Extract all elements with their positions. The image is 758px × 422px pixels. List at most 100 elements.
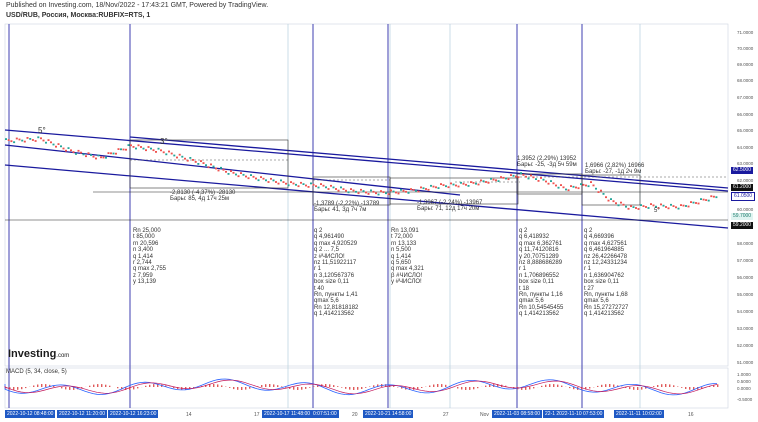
macd-tick-4: -0.5000: [737, 397, 753, 402]
macd-histogram-bar: [313, 386, 315, 387]
renko-brick: [215, 167, 217, 170]
renko-brick: [440, 183, 442, 185]
macd-histogram-bar: [189, 387, 191, 390]
renko-brick: [115, 152, 117, 155]
macd-histogram-bar: [701, 387, 703, 389]
renko-brick: [5, 138, 7, 140]
renko-brick: [705, 199, 708, 201]
macd-histogram-bar: [69, 387, 71, 390]
renko-brick: [345, 189, 347, 192]
renko-brick: [18, 138, 21, 141]
renko-brick: [487, 181, 490, 184]
renko-brick: [100, 156, 102, 159]
macd-histogram-bar: [301, 387, 303, 390]
time-marker-8: 22-1 2022-11-10 07:53:00: [543, 410, 605, 418]
macd-histogram-bar: [177, 387, 179, 390]
renko-brick: [40, 137, 42, 140]
renko-brick: [355, 190, 357, 193]
stats-block-2: q 2 q 4,961490 q max 4,920529 q 2 ... 7,…: [314, 228, 359, 318]
time-tick-16: 16: [688, 412, 694, 418]
renko-brick: [715, 196, 718, 199]
renko-brick: [330, 184, 332, 187]
renko-brick: [212, 165, 215, 168]
macd-histogram-bar: [693, 387, 695, 390]
renko-brick: [245, 175, 247, 178]
renko-brick: [662, 204, 665, 207]
renko-brick: [710, 195, 713, 198]
price-tick: 52.0000: [737, 343, 754, 348]
renko-brick: [107, 152, 110, 154]
macd-line: [4, 378, 718, 396]
macd-histogram-bar: [133, 387, 135, 390]
renko-brick: [67, 147, 70, 149]
price-label-62-5: 62.5000: [731, 167, 754, 174]
renko-brick: [385, 192, 387, 195]
renko-brick: [77, 149, 80, 152]
renko-brick: [225, 170, 227, 173]
macd-histogram-bar: [441, 384, 443, 387]
macd-histogram-bar: [49, 384, 51, 387]
macd-histogram-bar: [53, 385, 55, 387]
renko-brick: [650, 203, 652, 205]
published-line: Published on Investing.com, 18/Nov/2022 …: [6, 2, 269, 9]
renko-brick: [537, 180, 540, 182]
price-tick: 55.0000: [737, 292, 754, 297]
macd-histogram-bar: [253, 387, 255, 388]
price-tick: 56.0000: [737, 275, 754, 280]
renko-brick: [397, 192, 400, 195]
macd-histogram-bar: [333, 385, 335, 387]
renko-brick: [257, 179, 260, 182]
time-tick-17: 17: [254, 412, 260, 418]
renko-brick: [490, 177, 492, 180]
renko-brick: [677, 207, 680, 210]
renko-brick: [21, 139, 24, 142]
renko-brick: [112, 152, 115, 155]
macd-histogram-bar: [137, 387, 139, 389]
renko-brick: [282, 181, 285, 183]
time-marker-4: 2022-10-17 11:48:00: [262, 410, 313, 418]
renko-brick: [475, 182, 477, 185]
renko-brick: [147, 146, 150, 148]
renko-brick: [527, 177, 530, 180]
renko-brick: [110, 152, 112, 155]
macd-histogram-bar: [613, 384, 615, 387]
renko-brick: [295, 183, 297, 186]
renko-brick: [380, 190, 382, 192]
macd-histogram-bar: [25, 387, 27, 389]
renko-brick: [387, 193, 390, 196]
renko-brick: [492, 178, 495, 181]
macd-histogram-bar: [677, 386, 679, 387]
macd-histogram-bar: [669, 384, 671, 387]
macd-histogram-bar: [689, 387, 691, 390]
measure-5: 1,6966 (2,82%) 16966 Бары: -27, -1д 2ч 9…: [585, 163, 645, 176]
price-label-61-2: 61.2000: [731, 184, 754, 191]
macd-histogram-bar: [9, 387, 11, 390]
macd-histogram-bar: [341, 387, 343, 388]
macd-histogram-bar: [5, 387, 7, 389]
renko-brick: [452, 183, 455, 186]
macd-histogram-bar: [105, 384, 107, 387]
renko-brick: [612, 200, 615, 203]
renko-brick: [540, 177, 542, 179]
time-marker-9: 2022-11-11 10:02:00: [614, 410, 664, 418]
renko-brick: [160, 149, 162, 152]
renko-brick: [457, 185, 460, 188]
macd-histogram-bar: [549, 384, 551, 387]
macd-histogram-bar: [445, 384, 447, 387]
macd-histogram-bar: [497, 384, 499, 387]
renko-brick: [502, 176, 505, 179]
renko-brick: [350, 188, 352, 190]
renko-brick: [7, 139, 10, 141]
renko-brick: [317, 186, 320, 189]
renko-brick: [307, 186, 310, 188]
renko-brick: [181, 155, 184, 158]
renko-brick: [320, 183, 322, 185]
macd-histogram-bar: [665, 384, 667, 387]
macd-pane: [4, 367, 729, 409]
renko-brick: [375, 192, 377, 195]
macd-histogram-bar: [261, 385, 263, 387]
renko-brick: [600, 189, 602, 192]
renko-brick: [178, 153, 181, 156]
renko-brick: [105, 156, 107, 159]
